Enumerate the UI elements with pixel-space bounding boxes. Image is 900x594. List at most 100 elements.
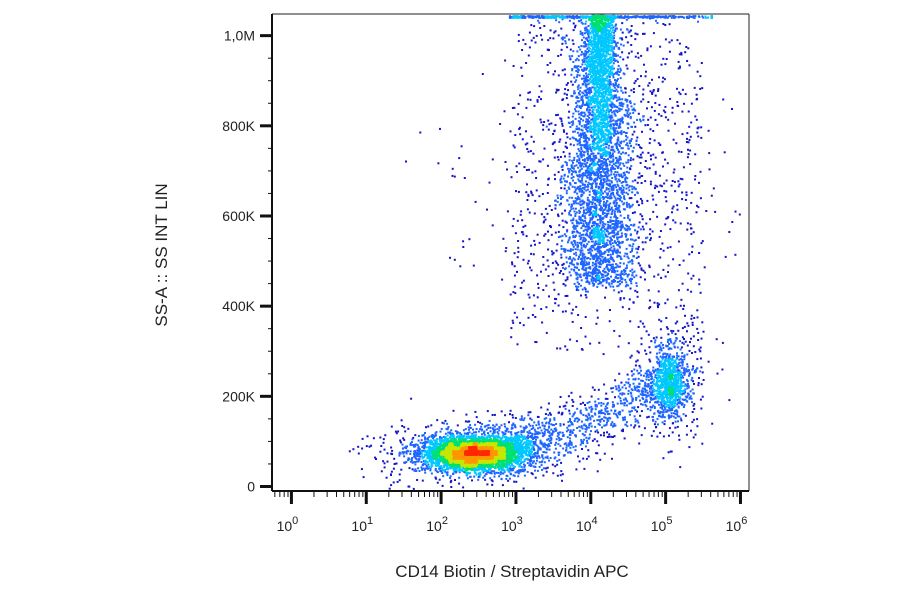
data-point [672, 258, 675, 261]
data-point [574, 188, 577, 191]
data-point [696, 425, 699, 428]
data-point [514, 471, 517, 474]
data-point [617, 54, 620, 57]
data-point [683, 325, 686, 328]
data-point [684, 383, 687, 386]
data-point [535, 189, 538, 192]
data-point [474, 200, 477, 203]
data-point [481, 73, 484, 75]
data-point [522, 430, 525, 433]
data-point [591, 157, 594, 160]
data-point [696, 367, 699, 370]
data-point [564, 248, 567, 251]
data-point [599, 200, 602, 203]
data-point [571, 308, 574, 311]
data-point [576, 221, 579, 223]
data-point [586, 167, 589, 170]
data-point [591, 282, 594, 285]
data-point [543, 430, 546, 433]
data-point [603, 200, 605, 203]
data-point [517, 102, 520, 105]
data-point [569, 48, 572, 51]
data-point [580, 128, 583, 131]
data-point [579, 200, 582, 203]
data-point [603, 245, 606, 248]
data-point [600, 273, 603, 275]
data-point [651, 92, 653, 94]
data-point [660, 63, 663, 66]
data-point [686, 222, 689, 225]
data-point [580, 440, 583, 443]
data-point [578, 93, 581, 96]
data-point [595, 254, 598, 257]
data-point [677, 67, 680, 70]
data-point [642, 88, 645, 91]
data-point [619, 399, 622, 402]
data-point [515, 480, 518, 483]
data-point [532, 438, 534, 441]
data-point [610, 167, 613, 170]
data-point [619, 262, 622, 265]
data-point [581, 105, 584, 108]
data-point [614, 24, 617, 27]
data-point [582, 414, 585, 416]
data-point [652, 130, 655, 132]
data-point [573, 420, 576, 422]
data-point [609, 243, 612, 246]
data-point [612, 220, 615, 222]
data-point [639, 120, 642, 123]
data-point [586, 230, 589, 233]
data-point [614, 223, 617, 226]
data-point [539, 160, 542, 163]
data-point [542, 444, 545, 447]
data-point [667, 348, 670, 351]
data-point [456, 431, 459, 434]
data-point [424, 438, 427, 441]
data-point [553, 31, 556, 34]
data-point [622, 58, 625, 61]
data-point [613, 212, 616, 215]
data-point [607, 169, 610, 172]
data-point [615, 220, 618, 223]
data-point [579, 443, 582, 446]
data-point [649, 116, 652, 119]
data-point [598, 410, 601, 413]
data-point [585, 142, 588, 145]
data-point [559, 396, 562, 398]
data-point [595, 222, 598, 225]
data-point [409, 442, 412, 445]
data-point [624, 228, 627, 231]
data-point [637, 176, 640, 179]
data-point [649, 306, 652, 308]
data-point [487, 424, 490, 427]
data-point [534, 440, 537, 443]
data-point [500, 477, 503, 480]
data-point [568, 152, 571, 155]
data-point [532, 253, 535, 256]
data-point [677, 363, 680, 366]
data-point [573, 252, 576, 255]
data-point [634, 109, 637, 112]
data-point [585, 102, 588, 105]
data-point [551, 143, 554, 146]
data-point [597, 412, 600, 415]
data-point [587, 240, 590, 243]
data-point [631, 180, 634, 183]
data-point [565, 15, 568, 18]
data-point [578, 20, 581, 22]
data-point [529, 465, 532, 467]
data-point [417, 439, 420, 442]
data-point [721, 341, 724, 344]
data-point [612, 425, 614, 428]
data-point [618, 155, 621, 158]
data-point [409, 460, 412, 463]
data-point [450, 429, 453, 432]
data-point [640, 268, 643, 271]
data-point [627, 261, 630, 264]
data-point [611, 166, 614, 169]
data-point [528, 168, 530, 171]
data-point [571, 415, 574, 418]
data-point [441, 484, 444, 487]
data-point [636, 230, 639, 233]
data-point [646, 408, 649, 410]
